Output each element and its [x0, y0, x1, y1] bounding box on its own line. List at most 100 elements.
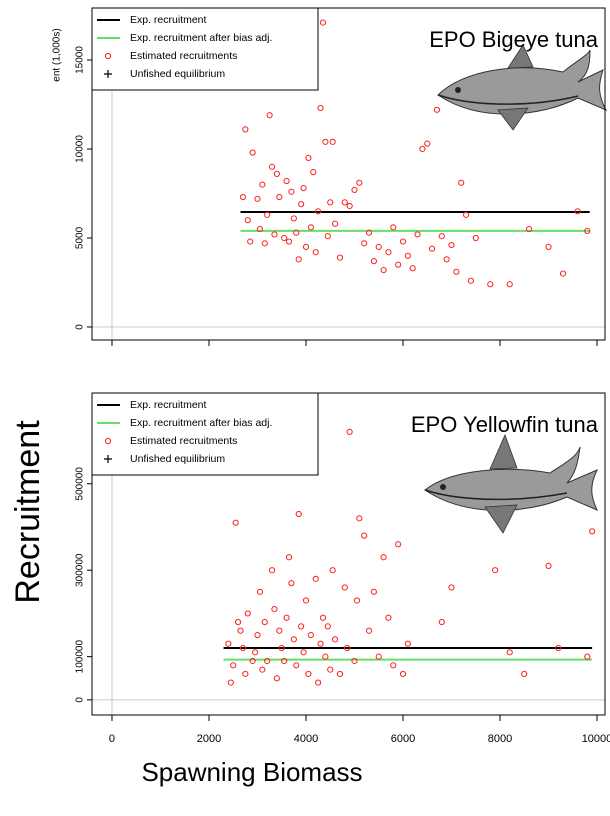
- x-tick-label: 6000: [391, 733, 415, 745]
- recruitment-point: [303, 598, 308, 603]
- y-tick-label: 0: [75, 697, 86, 703]
- chart-title: EPO Yellowfin tuna: [411, 412, 599, 437]
- recruitment-point: [342, 585, 347, 590]
- legend-label: Estimated recruitments: [130, 435, 237, 447]
- recruitment-point: [332, 221, 337, 226]
- recruitment-point: [245, 611, 250, 616]
- recruitment-point: [313, 576, 318, 581]
- recruitment-point: [590, 529, 595, 534]
- recruitment-point: [342, 200, 347, 205]
- recruitment-point: [396, 542, 401, 547]
- recruitment-point: [400, 239, 405, 244]
- x-tick-label: 4000: [294, 733, 318, 745]
- recruitment-point: [284, 615, 289, 620]
- recruitment-point: [282, 235, 287, 240]
- recruitment-point: [311, 170, 316, 175]
- recruitment-point: [272, 607, 277, 612]
- recruitment-point: [284, 178, 289, 183]
- recruitment-point: [262, 619, 267, 624]
- recruitment-point: [269, 164, 274, 169]
- recruitment-point: [277, 194, 282, 199]
- recruitment-point: [507, 282, 512, 287]
- recruitment-point: [560, 271, 565, 276]
- recruitment-point: [316, 680, 321, 685]
- recruitment-point: [330, 139, 335, 144]
- recruitment-point: [357, 180, 362, 185]
- legend-label: Exp. recruitment after bias adj.: [130, 32, 272, 44]
- recruitment-point: [347, 429, 352, 434]
- recruitment-point: [391, 663, 396, 668]
- legend-label: Estimated recruitments: [130, 50, 237, 62]
- recruitment-point: [386, 250, 391, 255]
- recruitment-point: [245, 218, 250, 223]
- recruitment-point: [434, 107, 439, 112]
- recruitment-point: [546, 563, 551, 568]
- legend-label: Exp. recruitment after bias adj.: [130, 417, 272, 429]
- recruitment-point: [362, 241, 367, 246]
- legend-label: Exp. recruitment: [130, 399, 207, 411]
- recruitment-point: [296, 257, 301, 262]
- x-tick-label: 0: [109, 733, 115, 745]
- recruitment-point: [357, 516, 362, 521]
- recruitment-point: [449, 243, 454, 248]
- recruitment-point: [291, 216, 296, 221]
- recruitment-point: [240, 194, 245, 199]
- recruitment-point: [473, 235, 478, 240]
- recruitment-point: [454, 269, 459, 274]
- recruitment-point: [306, 671, 311, 676]
- recruitment-point: [260, 667, 265, 672]
- recruitment-point: [439, 234, 444, 239]
- recruitment-point: [325, 624, 330, 629]
- recruitment-point: [320, 615, 325, 620]
- recruitment-point: [391, 225, 396, 230]
- recruitment-point: [429, 246, 434, 251]
- recruitment-point: [400, 671, 405, 676]
- x-tick-label: 8000: [488, 733, 512, 745]
- recruitment-point: [347, 203, 352, 208]
- recruitment-point: [231, 663, 236, 668]
- legend: Exp. recruitment Exp. recruitment after b…: [92, 393, 318, 475]
- recruitment-point: [272, 232, 277, 237]
- recruitment-point: [493, 568, 498, 573]
- x-tick-label: 10000: [582, 733, 610, 745]
- recruitment-point: [248, 239, 253, 244]
- recruitment-point: [226, 641, 231, 646]
- recruitment-point: [444, 257, 449, 262]
- recruitment-point: [468, 278, 473, 283]
- recruitment-point: [301, 186, 306, 191]
- recruitment-point: [328, 200, 333, 205]
- recruitment-point: [267, 113, 272, 118]
- recruitment-point: [306, 155, 311, 160]
- recruitment-point: [362, 533, 367, 538]
- recruitment-point: [463, 212, 468, 217]
- legend-label: Unfished equilibrium: [130, 68, 225, 80]
- recruitment-point: [294, 663, 299, 668]
- recruitment-point: [337, 255, 342, 260]
- recruitment-point: [286, 239, 291, 244]
- x-tick-label: 2000: [197, 733, 221, 745]
- y-axis-label: ent (1,000s): [52, 28, 63, 81]
- recruitment-point: [459, 180, 464, 185]
- recruitment-point: [303, 244, 308, 249]
- chart-title: EPO Bigeye tuna: [429, 27, 599, 52]
- recruitment-point: [425, 141, 430, 146]
- y-tick-label: 300000: [75, 553, 86, 587]
- recruitment-point: [585, 654, 590, 659]
- recruitment-point: [330, 568, 335, 573]
- recruitment-point: [274, 676, 279, 681]
- recruitment-point: [371, 259, 376, 264]
- recruitment-point: [255, 632, 260, 637]
- recruitment-point: [252, 650, 257, 655]
- recruitment-point: [439, 619, 444, 624]
- recruitment-point: [396, 262, 401, 267]
- fish-bigeye: [438, 45, 606, 130]
- recruitment-point: [286, 555, 291, 560]
- recruitment-point: [250, 150, 255, 155]
- recruitment-point: [546, 244, 551, 249]
- recruitment-point: [381, 555, 386, 560]
- recruitment-point: [354, 598, 359, 603]
- recruitment-point: [262, 241, 267, 246]
- recruitment-point: [376, 244, 381, 249]
- recruitment-point: [233, 520, 238, 525]
